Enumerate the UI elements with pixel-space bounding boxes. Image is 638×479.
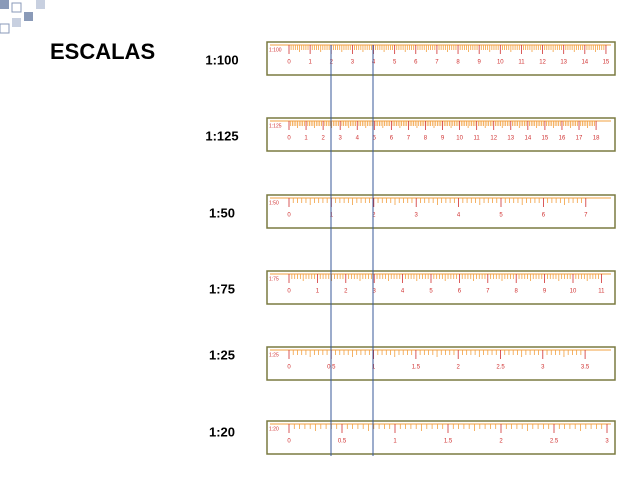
ruler-number: 5	[429, 289, 433, 295]
ruler-number: 0	[287, 60, 291, 66]
ruler-number: 8	[515, 289, 519, 295]
ruler-number: 8	[456, 60, 460, 66]
ruler-number: 1	[316, 289, 320, 295]
ruler-number: 0	[287, 439, 291, 445]
ruler-number: 3	[415, 213, 419, 219]
ruler-tag: 1:20	[269, 426, 279, 432]
ruler-number: 6	[458, 289, 462, 295]
ruler-number: 3.5	[581, 365, 590, 371]
ruler-number: 4	[401, 289, 405, 295]
ruler-tag: 1:100	[269, 47, 282, 53]
ruler-number: 6	[390, 136, 394, 142]
ruler-number: 2.5	[496, 365, 505, 371]
title: ESCALAS	[50, 39, 155, 64]
ruler-number: 1	[308, 60, 312, 66]
ruler-number: 9	[543, 289, 547, 295]
ruler-number: 2	[330, 60, 334, 66]
decor-square	[0, 23, 10, 34]
ruler-number: 2	[344, 289, 348, 295]
ruler-number: 14	[581, 60, 588, 66]
decor-square	[11, 2, 22, 13]
decor-squares	[0, 0, 45, 34]
ruler-number: 13	[507, 136, 514, 142]
scale-label: 1:20	[209, 424, 235, 439]
ruler-number: 1	[393, 439, 397, 445]
ruler-number: 4	[457, 213, 461, 219]
ruler-number: 5	[373, 136, 377, 142]
ruler-number: 10	[456, 136, 463, 142]
ruler-number: 3	[605, 439, 609, 445]
scale-label: 1:100	[205, 52, 238, 67]
scale-label: 1:125	[205, 128, 238, 143]
decor-square	[36, 0, 45, 9]
ruler-number: 0.5	[327, 365, 336, 371]
ruler-number: 8	[424, 136, 428, 142]
ruler-number: 10	[570, 289, 577, 295]
ruler-number: 3	[339, 136, 343, 142]
ruler-number: 16	[559, 136, 566, 142]
ruler	[266, 270, 616, 305]
ruler-number: 17	[576, 136, 583, 142]
ruler-number: 7	[435, 60, 439, 66]
scale-label: 1:75	[209, 281, 235, 296]
ruler-number: 9	[477, 60, 481, 66]
ruler-number: 1	[304, 136, 308, 142]
ruler-number: 0	[287, 365, 291, 371]
ruler-number: 4	[356, 136, 360, 142]
ruler-number: 0	[287, 289, 291, 295]
ruler-number: 18	[593, 136, 600, 142]
ruler-number: 1.5	[412, 365, 421, 371]
ruler-number: 5	[499, 213, 503, 219]
decor-square	[12, 18, 21, 27]
ruler-number: 7	[584, 213, 588, 219]
ruler-number: 0	[287, 213, 291, 219]
ruler-number: 2	[321, 136, 325, 142]
ruler	[266, 420, 616, 455]
ruler-number: 12	[539, 60, 546, 66]
ruler-number: 3	[541, 365, 545, 371]
ruler-number: 6	[414, 60, 418, 66]
ruler-number: 11	[518, 60, 525, 66]
ruler-number: 0.5	[338, 439, 347, 445]
scale-label: 1:25	[209, 347, 235, 362]
ruler-tag: 1:50	[269, 200, 279, 206]
rulers: 1:1001:10001234567891011121314151:1251:1…	[205, 41, 616, 455]
ruler-tag: 1:125	[269, 123, 282, 129]
scale-label: 1:50	[209, 205, 235, 220]
ruler-number: 11	[474, 136, 481, 142]
ruler-number: 7	[407, 136, 411, 142]
ruler-number: 2	[372, 213, 376, 219]
ruler	[266, 194, 616, 229]
ruler-number: 7	[486, 289, 490, 295]
ruler-number: 2.5	[550, 439, 559, 445]
ruler-tag: 1:75	[269, 276, 279, 282]
ruler-number: 1.5	[444, 439, 453, 445]
ruler-number: 15	[603, 60, 610, 66]
ruler-number: 3	[373, 289, 377, 295]
ruler-number: 4	[372, 60, 376, 66]
ruler-number: 12	[490, 136, 497, 142]
ruler-number: 2	[457, 365, 461, 371]
ruler-number: 6	[542, 213, 546, 219]
ruler-number: 1	[372, 365, 376, 371]
ruler-number: 15	[542, 136, 549, 142]
ruler-number: 1	[330, 213, 334, 219]
ruler-number: 13	[560, 60, 567, 66]
ruler-number: 5	[393, 60, 397, 66]
ruler-number: 2	[499, 439, 503, 445]
ruler-tag: 1:25	[269, 352, 279, 358]
ruler-number: 9	[441, 136, 445, 142]
decor-square	[0, 0, 9, 9]
ruler-number: 11	[598, 289, 605, 295]
decor-square	[24, 12, 33, 21]
ruler-number: 0	[287, 136, 291, 142]
ruler-number: 3	[351, 60, 355, 66]
ruler-number: 10	[497, 60, 504, 66]
ruler-number: 14	[524, 136, 531, 142]
